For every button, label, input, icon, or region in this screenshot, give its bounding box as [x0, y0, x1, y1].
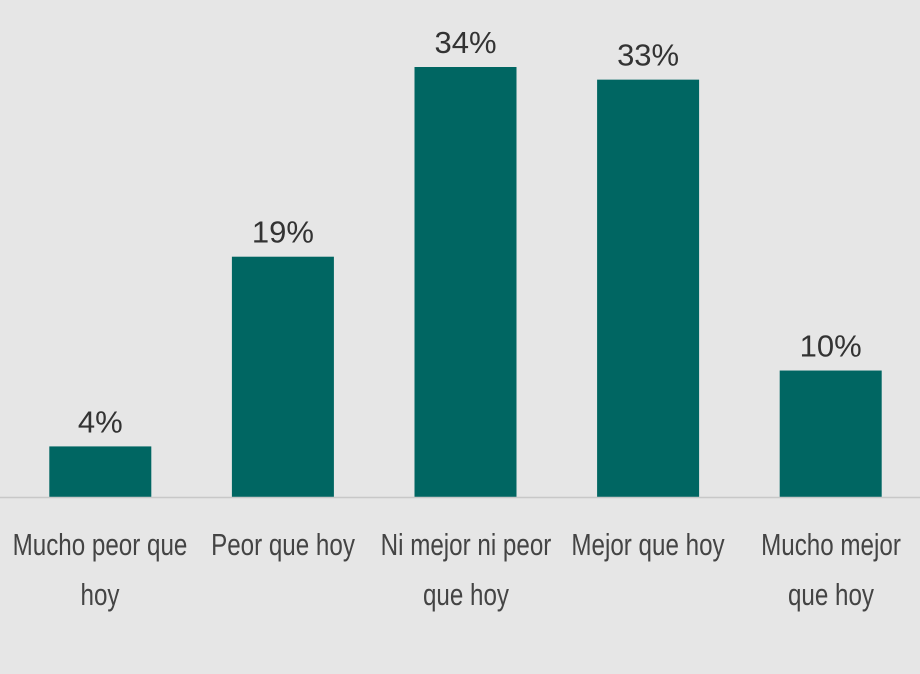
x-tick-label: Peor que hoy	[210, 527, 355, 562]
bar	[597, 79, 700, 497]
bar	[49, 446, 152, 497]
x-tick-label: Mucho peor que hoy	[12, 527, 188, 612]
x-tick-label: Mucho mejor que hoy	[760, 527, 901, 612]
bar	[231, 256, 334, 497]
value-label: 10%	[800, 329, 862, 364]
value-label: 33%	[617, 38, 679, 73]
bar	[779, 370, 882, 497]
value-label: 34%	[434, 25, 496, 60]
x-tick-label: Mejor que hoy	[571, 527, 725, 562]
bar	[414, 67, 517, 497]
value-label: 4%	[78, 404, 123, 439]
value-label: 19%	[252, 215, 314, 250]
x-tick-label: Ni mejor ni peor que hoy	[380, 527, 551, 612]
